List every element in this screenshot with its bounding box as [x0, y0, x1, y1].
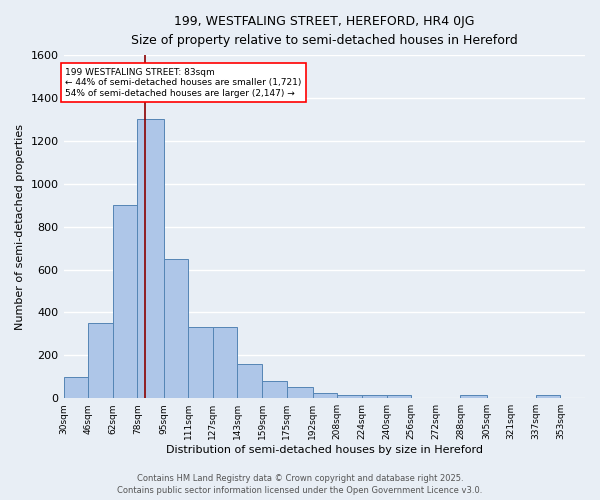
- Bar: [64, 377, 88, 398]
- Title: 199, WESTFALING STREET, HEREFORD, HR4 0JG
Size of property relative to semi-deta: 199, WESTFALING STREET, HEREFORD, HR4 0J…: [131, 15, 518, 47]
- Y-axis label: Number of semi-detached properties: Number of semi-detached properties: [15, 124, 25, 330]
- Bar: [536, 395, 560, 398]
- Bar: [337, 395, 362, 398]
- Bar: [88, 323, 113, 398]
- Bar: [262, 381, 287, 398]
- Bar: [213, 328, 238, 398]
- Bar: [164, 259, 188, 398]
- Text: Contains HM Land Registry data © Crown copyright and database right 2025.
Contai: Contains HM Land Registry data © Crown c…: [118, 474, 482, 495]
- Bar: [386, 395, 411, 398]
- Text: 199 WESTFALING STREET: 83sqm
← 44% of semi-detached houses are smaller (1,721)
5: 199 WESTFALING STREET: 83sqm ← 44% of se…: [65, 68, 301, 98]
- X-axis label: Distribution of semi-detached houses by size in Hereford: Distribution of semi-detached houses by …: [166, 445, 483, 455]
- Bar: [113, 205, 137, 398]
- Bar: [313, 393, 337, 398]
- Bar: [287, 388, 313, 398]
- Bar: [137, 120, 164, 398]
- Bar: [460, 395, 487, 398]
- Bar: [238, 364, 262, 398]
- Bar: [362, 395, 386, 398]
- Bar: [188, 328, 213, 398]
